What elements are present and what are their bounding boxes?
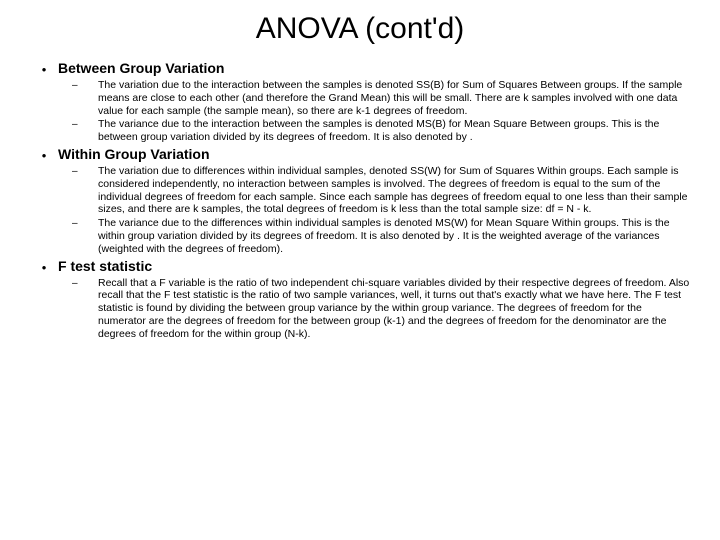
sub-text: The variation due to differences within … bbox=[98, 165, 690, 216]
dash-icon: – bbox=[72, 165, 98, 177]
bullet-icon: • bbox=[30, 60, 58, 77]
dash-icon: – bbox=[72, 217, 98, 229]
bullet-icon: • bbox=[30, 258, 58, 275]
sub-item: – The variance due to the differences wi… bbox=[30, 217, 690, 255]
sub-item: – The variation due to differences withi… bbox=[30, 165, 690, 216]
sub-text: Recall that a F variable is the ratio of… bbox=[98, 277, 690, 341]
sub-text: The variation due to the interaction bet… bbox=[98, 79, 690, 117]
section-heading: F test statistic bbox=[58, 258, 152, 274]
sub-item: – The variation due to the interaction b… bbox=[30, 79, 690, 117]
slide-title: ANOVA (cont'd) bbox=[30, 12, 690, 46]
section-header: • F test statistic bbox=[30, 258, 690, 275]
section-within: • Within Group Variation – The variation… bbox=[30, 146, 690, 256]
dash-icon: – bbox=[72, 79, 98, 91]
section-ftest: • F test statistic – Recall that a F var… bbox=[30, 258, 690, 341]
sub-text: The variance due to the differences with… bbox=[98, 217, 690, 255]
slide: ANOVA (cont'd) • Between Group Variation… bbox=[0, 0, 720, 540]
section-heading: Between Group Variation bbox=[58, 60, 224, 76]
section-heading: Within Group Variation bbox=[58, 146, 210, 162]
sub-item: – Recall that a F variable is the ratio … bbox=[30, 277, 690, 341]
section-header: • Within Group Variation bbox=[30, 146, 690, 163]
section-between: • Between Group Variation – The variatio… bbox=[30, 60, 690, 144]
bullet-icon: • bbox=[30, 146, 58, 163]
section-header: • Between Group Variation bbox=[30, 60, 690, 77]
dash-icon: – bbox=[72, 277, 98, 289]
dash-icon: – bbox=[72, 118, 98, 130]
sub-item: – The variance due to the interaction be… bbox=[30, 118, 690, 144]
sub-text: The variance due to the interaction betw… bbox=[98, 118, 690, 144]
